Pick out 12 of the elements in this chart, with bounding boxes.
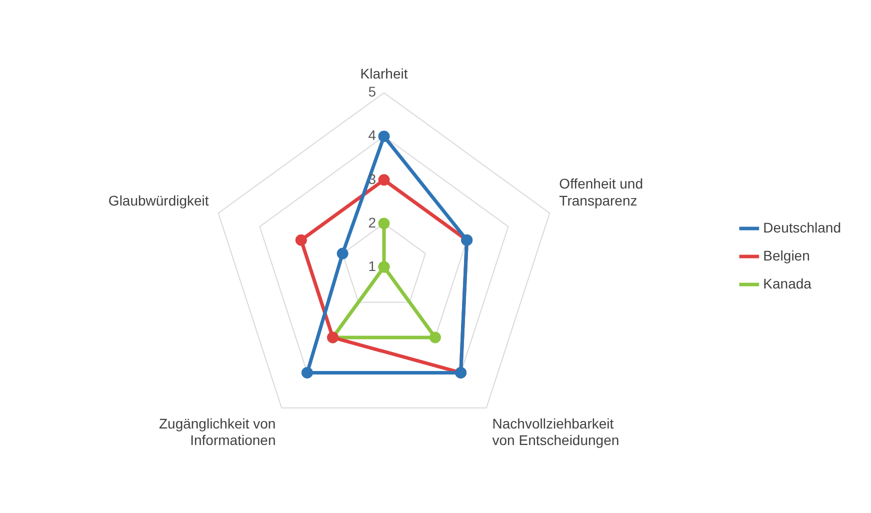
spoke-label: Offenheit und Transparenz [559,176,643,209]
legend-label: Kanada [763,275,812,292]
y-tick-label: 5 [368,84,376,100]
y-tick-label: 4 [368,127,376,144]
legend-label: Deutschland [763,219,841,236]
y-tick-label: 2 [368,214,376,230]
spoke-label: Klarheit [360,65,408,82]
legend-label: Belgien [763,247,810,264]
y-tick-label: 1 [368,258,376,274]
spoke-label: Glaubwürdigkeit [108,192,209,209]
spoke-label: Zugänglichkeit von Informationen [158,415,276,448]
spoke-label: Nachvollziehbarkeit von Entscheidungen [492,415,620,448]
